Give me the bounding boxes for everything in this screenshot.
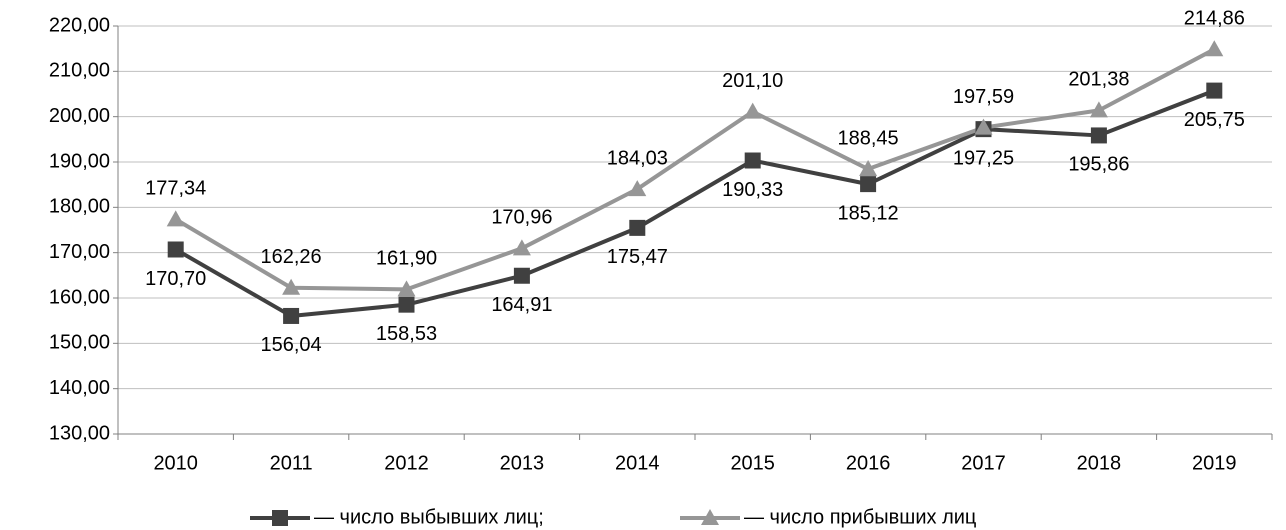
x-tick-label: 2013 [500, 452, 545, 474]
data-label: 162,26 [261, 246, 322, 268]
data-point [398, 296, 415, 313]
data-label: 170,70 [145, 268, 206, 290]
y-tick-label: 190,00 [49, 150, 110, 172]
data-point [860, 176, 877, 193]
legend-label: — число прибывших лиц [744, 506, 976, 528]
data-label: 164,91 [491, 294, 552, 316]
legend-marker [272, 510, 288, 526]
y-tick-label: 160,00 [49, 286, 110, 308]
x-tick-label: 2019 [1192, 452, 1237, 474]
x-tick-label: 2014 [615, 452, 660, 474]
data-label: 185,12 [838, 202, 899, 224]
x-tick-label: 2012 [384, 452, 429, 474]
x-tick-label: 2018 [1077, 452, 1122, 474]
data-label: 156,04 [261, 334, 322, 356]
data-label: 188,45 [838, 127, 899, 149]
y-tick-label: 180,00 [49, 196, 110, 218]
data-label: 195,86 [1068, 154, 1129, 176]
data-label: 184,03 [607, 147, 668, 169]
data-point [974, 118, 993, 135]
y-tick-label: 150,00 [49, 332, 110, 354]
data-point [1205, 40, 1224, 57]
y-tick-label: 210,00 [49, 60, 110, 82]
data-point [513, 267, 530, 284]
data-point [283, 307, 300, 324]
data-label: 214,86 [1184, 8, 1245, 30]
series-line [174, 47, 1216, 292]
data-point [743, 102, 762, 119]
y-tick-label: 170,00 [49, 241, 110, 263]
y-tick-label: 200,00 [49, 105, 110, 127]
data-point [1206, 82, 1223, 99]
legend-marker [701, 509, 719, 525]
data-point [397, 280, 416, 297]
data-point [512, 239, 531, 256]
data-point [628, 180, 647, 197]
data-label: 197,59 [953, 86, 1014, 108]
x-tick-label: 2016 [846, 452, 891, 474]
x-tick-label: 2015 [730, 452, 775, 474]
data-label: 170,96 [491, 207, 552, 229]
data-point [859, 160, 878, 177]
legend-label: — число выбывших лиц; [314, 506, 544, 528]
data-point [1090, 127, 1107, 144]
y-tick-label: 140,00 [49, 377, 110, 399]
series-line [174, 88, 1216, 318]
data-label: 158,53 [376, 323, 437, 345]
x-tick-label: 2011 [270, 452, 313, 474]
x-tick-label: 2010 [153, 452, 198, 474]
y-tick-label: 220,00 [49, 14, 110, 36]
data-point [629, 219, 646, 236]
data-point [167, 241, 184, 258]
data-label: 175,47 [607, 246, 668, 268]
data-point [744, 152, 761, 169]
data-label: 205,75 [1184, 109, 1245, 131]
data-label: 201,10 [722, 70, 783, 92]
data-point [166, 210, 185, 227]
x-tick-label: 2017 [961, 452, 1006, 474]
data-label: 201,38 [1068, 69, 1129, 91]
y-tick-label: 130,00 [49, 422, 110, 444]
data-label: 177,34 [145, 178, 206, 200]
data-label: 190,33 [722, 179, 783, 201]
data-point [1089, 101, 1108, 118]
data-label: 197,25 [953, 147, 1014, 169]
data-point [282, 278, 301, 295]
data-label: 161,90 [376, 248, 437, 270]
